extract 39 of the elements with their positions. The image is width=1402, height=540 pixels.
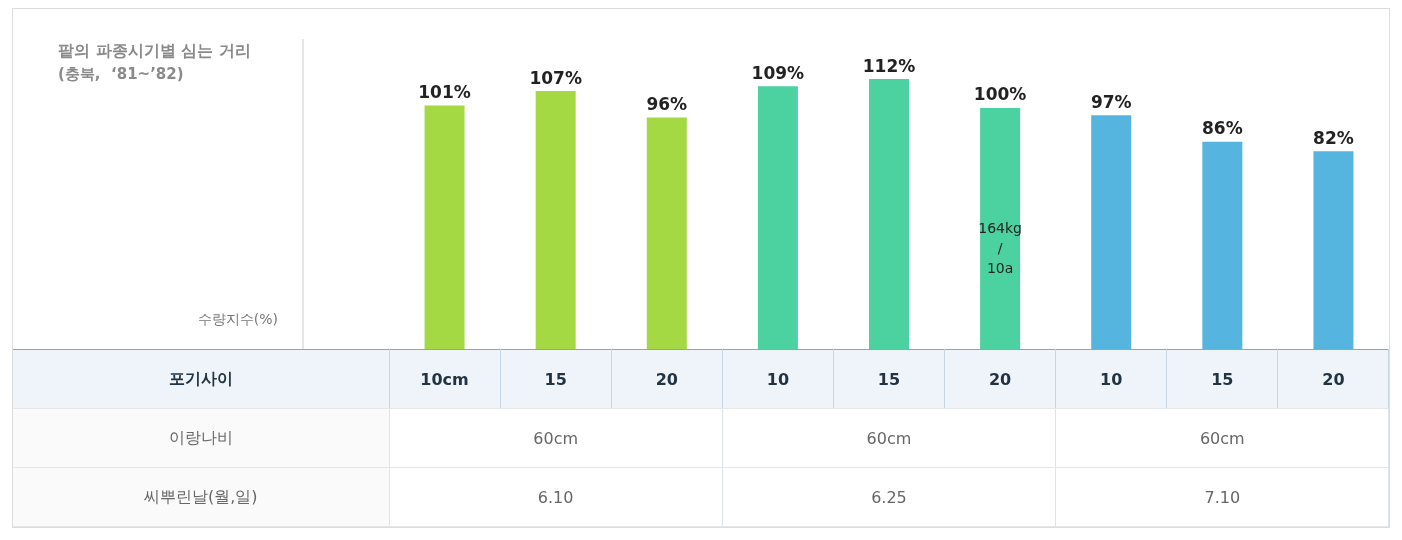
x-tick-label: 20	[611, 349, 723, 409]
x-tick-label: 20	[1277, 349, 1389, 409]
text: 7.10	[1055, 467, 1389, 527]
text: 60cm	[1055, 408, 1389, 468]
data-label: 86%	[1201, 118, 1243, 139]
text: 6.10	[389, 467, 723, 527]
data-label: 107%	[529, 67, 582, 88]
text: 포기사이	[13, 349, 389, 409]
text: 이랑나비	[13, 408, 389, 468]
x-tick-label: 20	[944, 349, 1056, 409]
text: (충북, ‘81~’82)	[58, 64, 184, 83]
data-label: 112%	[862, 55, 916, 76]
text: 수량지수(%)	[197, 311, 278, 327]
x-tick-label: 10	[1055, 349, 1167, 409]
bar	[646, 117, 687, 349]
data-label: 96%	[646, 94, 688, 115]
bar	[757, 86, 798, 349]
bar	[1202, 141, 1243, 349]
data-label: 109%	[751, 62, 805, 83]
text: 60cm	[389, 408, 723, 468]
data-label: 101%	[418, 82, 471, 103]
bar	[869, 79, 909, 349]
x-tick-label: 15	[833, 349, 945, 409]
bar	[1091, 115, 1132, 349]
text: 팥의 파종시기별 심는 거리	[58, 40, 251, 60]
x-tick-label: 10cm	[389, 349, 501, 409]
x-tick-label: 10	[722, 349, 834, 409]
data-label: 82%	[1313, 127, 1354, 148]
bar	[424, 105, 465, 349]
text: 씨뿌린날(월,일)	[13, 467, 389, 527]
x-tick-label: 15	[500, 349, 612, 409]
bar	[1313, 151, 1354, 349]
text: 60cm	[722, 408, 1056, 468]
data-label: 97%	[1090, 91, 1132, 112]
data-label: 100%	[973, 84, 1027, 105]
bar	[535, 91, 576, 349]
bar	[980, 107, 1021, 349]
text: 6.25	[722, 467, 1056, 527]
x-tick-label: 15	[1166, 349, 1278, 409]
